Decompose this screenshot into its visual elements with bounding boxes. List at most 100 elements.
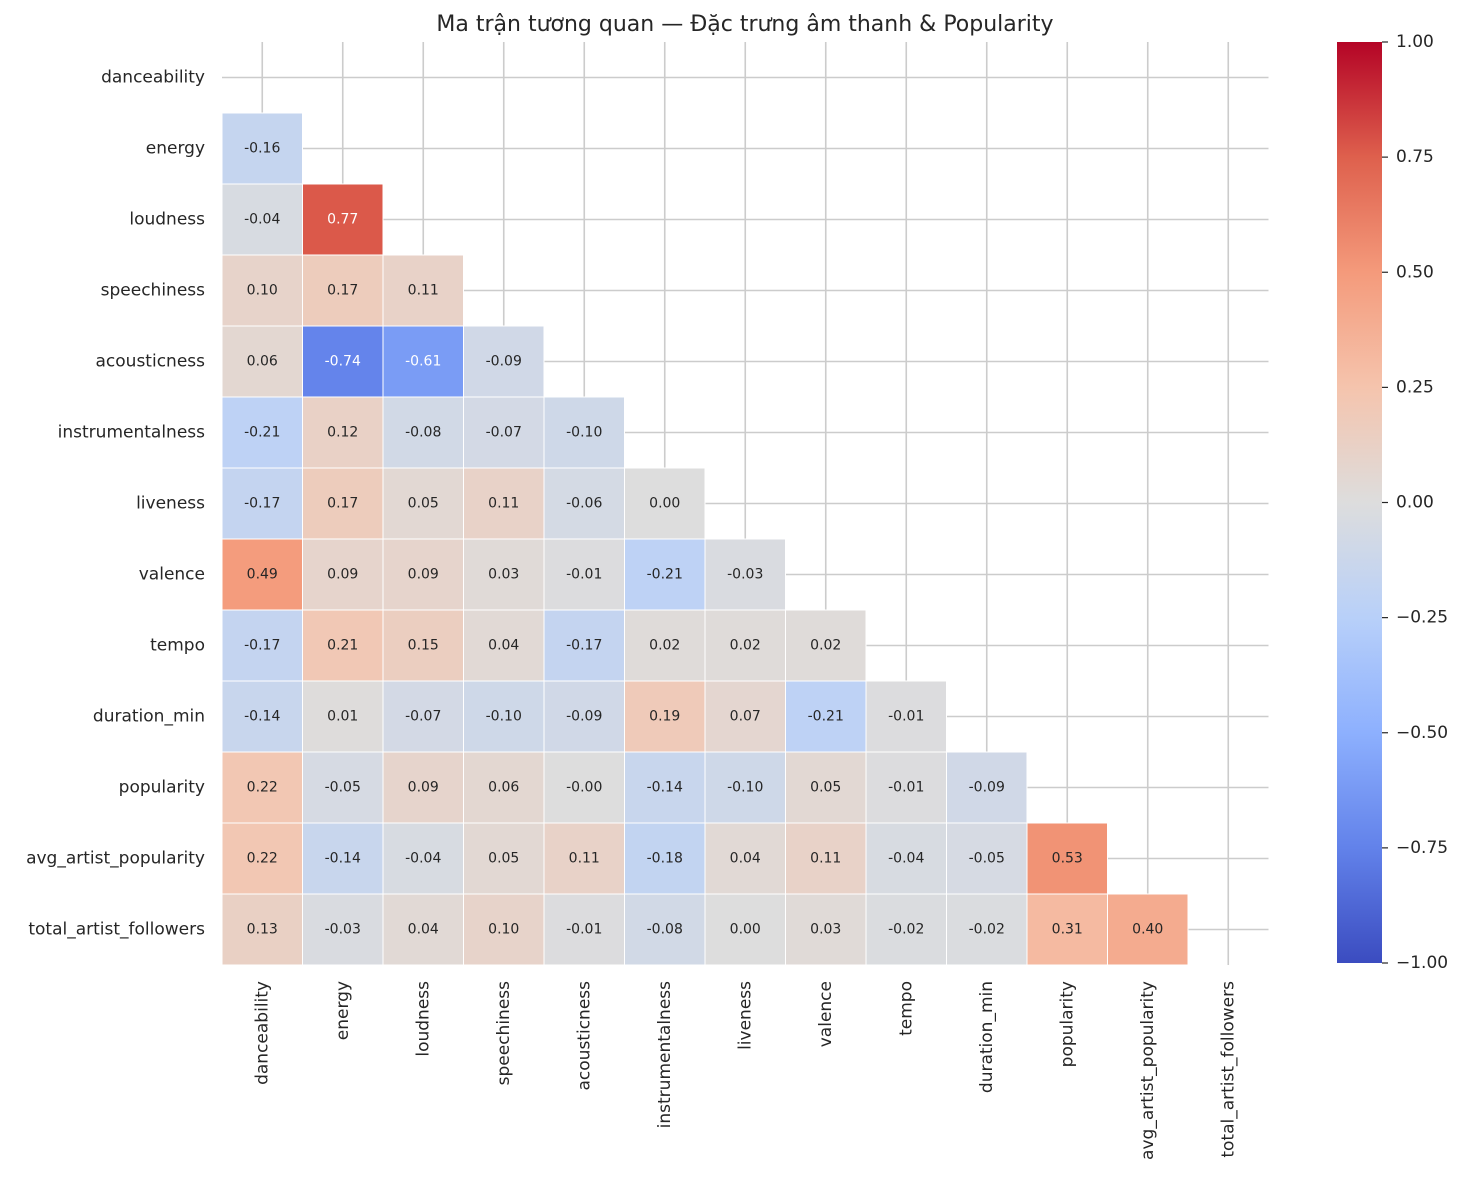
y-tick-label: speechiness	[101, 281, 206, 301]
colorbar-tick-label: −0.75	[1396, 838, 1448, 858]
heatmap-cell	[865, 680, 947, 753]
y-tick-label: acousticness	[96, 352, 206, 372]
cell-value-label: 0.04	[488, 638, 519, 654]
colorbar-tick-label: 0.25	[1396, 377, 1434, 397]
cell-value-label: -0.16	[244, 141, 280, 157]
cell-value-label: -0.01	[566, 567, 602, 583]
cell-value-label: -0.03	[325, 922, 361, 938]
cell-value-label: 0.77	[327, 212, 358, 228]
colorbar-tick-label: −0.25	[1396, 608, 1448, 628]
cell-value-label: 0.22	[247, 780, 278, 796]
cell-value-label: -0.00	[566, 780, 602, 796]
heatmap-cell	[382, 893, 464, 966]
cell-value-label: 0.00	[649, 496, 680, 512]
cell-value-label: 0.09	[408, 567, 439, 583]
heatmap-cell	[302, 467, 384, 540]
heatmap-cell	[302, 893, 384, 966]
heatmap-cell	[463, 325, 545, 398]
heatmap-cell	[624, 680, 706, 753]
cell-value-label: 0.02	[649, 638, 680, 654]
y-tick-label: energy	[146, 139, 205, 159]
heatmap-cell	[302, 396, 384, 469]
cell-value-label: -0.04	[244, 212, 280, 228]
cell-value-label: 0.07	[730, 709, 761, 725]
heatmap-cell	[1026, 893, 1108, 966]
cell-value-label: 0.09	[408, 780, 439, 796]
cell-value-label: -0.61	[405, 354, 441, 370]
x-tick-label: danceability	[252, 981, 272, 1085]
cell-value-label: -0.01	[888, 709, 924, 725]
heatmap-cell	[463, 609, 545, 682]
heatmap-cell	[463, 680, 545, 753]
cell-value-label: -0.14	[325, 851, 361, 867]
heatmap-cell	[543, 893, 625, 966]
colorbar: 1.00 0.75 0.50 0.25 0.00 −0.25 −0.50 −0.75 −1.00	[1337, 32, 1448, 973]
y-tick-label: loudness	[129, 210, 205, 230]
x-tick-label: energy	[333, 981, 353, 1040]
x-tick-label: popularity	[1057, 981, 1077, 1067]
cell-value-label: -0.21	[808, 709, 844, 725]
cell-value-label: -0.14	[244, 709, 280, 725]
colorbar-tick-label: −1.00	[1396, 953, 1448, 973]
cell-value-label: 0.10	[488, 922, 519, 938]
cell-value-label: -0.02	[969, 922, 1005, 938]
heatmap-cell	[463, 538, 545, 611]
cell-value-label: -0.04	[888, 851, 924, 867]
colorbar-tick-label: 0.50	[1396, 262, 1434, 282]
cell-value-label: -0.09	[486, 354, 522, 370]
heatmap-cell	[865, 822, 947, 895]
heatmap-cell	[624, 893, 706, 966]
heatmap-cell	[785, 822, 867, 895]
cell-value-label: -0.17	[244, 638, 280, 654]
cell-value-label: 0.11	[408, 283, 439, 299]
heatmap-cell	[463, 396, 545, 469]
cell-value-label: -0.07	[405, 709, 441, 725]
heatmap-cell	[785, 609, 867, 682]
cell-value-label: 0.04	[730, 851, 761, 867]
heatmap-cell	[382, 751, 464, 824]
cell-value-label: 0.00	[730, 922, 761, 938]
cell-value-label: -0.10	[486, 709, 522, 725]
heatmap-cell	[221, 325, 303, 398]
heatmap-cell	[382, 680, 464, 753]
cell-value-label: -0.06	[566, 496, 602, 512]
cell-value-label: 0.12	[327, 425, 358, 441]
x-tick-label: loudness	[413, 981, 433, 1057]
y-tick-label: valence	[139, 565, 205, 585]
cell-value-label: 0.31	[1052, 922, 1083, 938]
chart-title: Ma trận tương quan — Đặc trưng âm thanh …	[436, 12, 1053, 37]
x-tick-label: speechiness	[494, 981, 514, 1086]
heatmap-cell	[221, 893, 303, 966]
cell-value-label: -0.74	[325, 354, 361, 370]
heatmap-cell	[946, 893, 1028, 966]
heatmap-cell	[463, 467, 545, 540]
cell-value-label: -0.01	[888, 780, 924, 796]
colorbar-gradient	[1337, 42, 1382, 963]
cell-value-label: 0.05	[810, 780, 841, 796]
heatmap-cell	[1026, 822, 1108, 895]
cell-value-label: 0.01	[327, 709, 358, 725]
heatmap-cell	[382, 822, 464, 895]
cell-value-label: 0.06	[488, 780, 519, 796]
cell-value-label: 0.04	[408, 922, 439, 938]
heatmap-cell	[463, 893, 545, 966]
cell-value-label: 0.10	[247, 283, 278, 299]
x-tick-labels: danceability energy loudness speechiness aco…	[252, 981, 1238, 1160]
cell-value-label: -0.02	[888, 922, 924, 938]
cell-value-label: -0.09	[969, 780, 1005, 796]
heatmap-cell	[302, 538, 384, 611]
heatmap-cell	[302, 609, 384, 682]
cell-value-label: 0.05	[408, 496, 439, 512]
heatmap-cell	[302, 751, 384, 824]
heatmap-cell	[463, 751, 545, 824]
heatmap-cell	[221, 538, 303, 611]
cell-value-label: -0.21	[647, 567, 683, 583]
cell-value-label: -0.10	[727, 780, 763, 796]
cell-value-label: -0.08	[647, 922, 683, 938]
y-tick-label: avg_artist_popularity	[26, 849, 205, 869]
cell-value-label: 0.15	[408, 638, 439, 654]
cell-value-label: -0.05	[969, 851, 1005, 867]
heatmap-cell	[624, 822, 706, 895]
x-tick-label: liveness	[735, 981, 755, 1050]
heatmap-cell	[382, 609, 464, 682]
